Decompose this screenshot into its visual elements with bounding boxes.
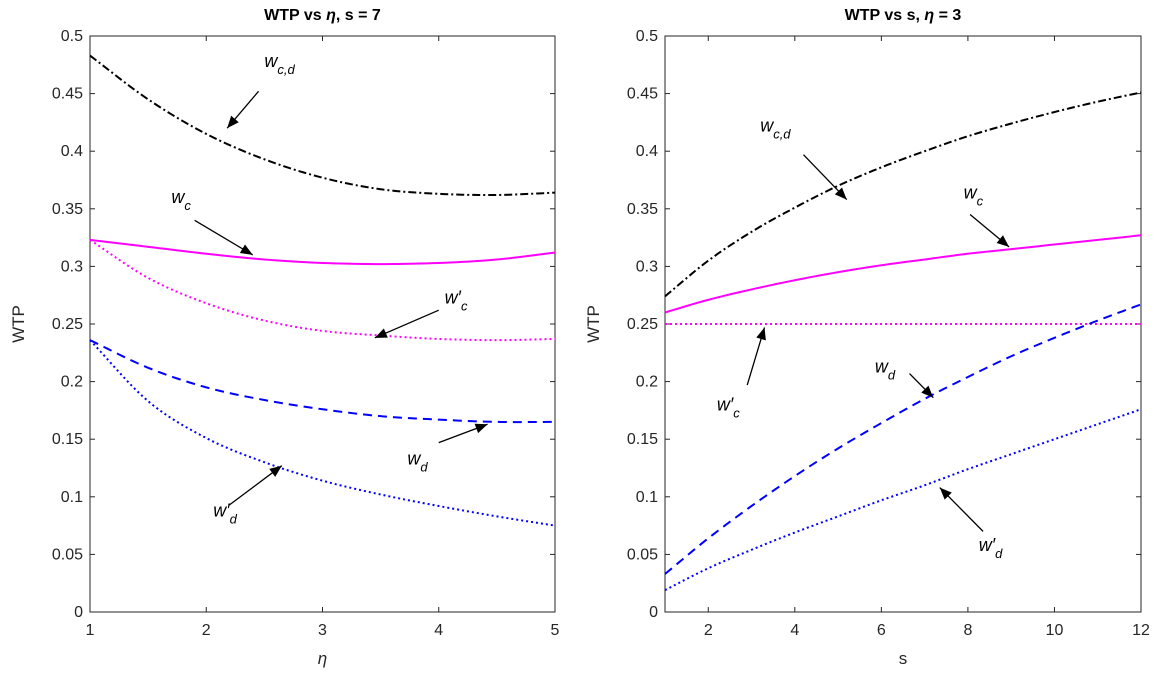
y-tick-label: 0.4 — [61, 143, 83, 160]
x-tick-label: 2 — [202, 622, 211, 639]
y-tick-label: 0.45 — [52, 86, 83, 103]
series-w-c-line — [664, 234, 1142, 314]
x-tick-label: 3 — [318, 622, 327, 639]
y-tick-label: 0.5 — [61, 28, 83, 45]
annotation-label: w′c — [445, 287, 468, 313]
series-w-prime-d-line — [89, 339, 556, 527]
chart-panel-2: 0 0.05 0.1 0.15 0.2 0.25 0.3 0.35 0.4 0.45 0.5 2 4 6 8… — [584, 7, 1150, 668]
annotation-label: wc — [171, 187, 191, 213]
annotation-label: wd — [407, 449, 428, 475]
x-tick-label: 10 — [1046, 622, 1064, 639]
y-tick-label: 0.25 — [627, 316, 658, 333]
plot-area — [89, 35, 556, 613]
annotation-arrow-head — [227, 115, 239, 129]
y-tick-label: 0.1 — [61, 489, 83, 506]
y-tick-label: 0 — [649, 604, 658, 621]
annotation-arrow-head — [834, 187, 847, 200]
y-tick-label: 0.3 — [61, 258, 83, 275]
annotation-w-prime-d: w′d — [939, 487, 1003, 561]
y-tick-label: 0.35 — [52, 201, 83, 218]
chart-title: WTP vs s, η = 3 — [845, 7, 962, 24]
y-tick-label: 0.2 — [636, 374, 658, 391]
series-w-prime-d-line — [664, 408, 1142, 592]
y-tick-label: 0.4 — [636, 143, 658, 160]
annotation-arrow-head — [269, 465, 282, 477]
series-w-d-line — [664, 303, 1142, 575]
y-tick-label: 0.1 — [636, 489, 658, 506]
y-axis-label: WTP — [9, 305, 28, 343]
annotation-arrow-head — [939, 487, 952, 500]
y-tick-label: 0.05 — [52, 546, 83, 563]
y-tick-label: 0.25 — [52, 316, 83, 333]
series-w-cd-line — [89, 54, 556, 197]
annotation-w-prime-c: w′c — [374, 287, 468, 339]
y-tick-label: 0.15 — [627, 431, 658, 448]
annotation-label: w′d — [213, 500, 237, 526]
annotation-label: wc — [964, 182, 984, 208]
annotation-arrow-head — [756, 327, 766, 341]
y-tick-label: 0.35 — [627, 201, 658, 218]
y-tick-label: 0.45 — [627, 86, 658, 103]
annotation-w-c: wc — [171, 187, 254, 256]
x-tick-label: 6 — [877, 622, 886, 639]
y-axis-label: WTP — [584, 305, 603, 343]
annotation-arrow-head — [374, 328, 388, 338]
series-w-c-line — [89, 238, 556, 266]
series-w-d-line — [89, 339, 556, 424]
x-tick-label: 4 — [790, 622, 799, 639]
x-axis-label: η — [318, 649, 327, 668]
annotation-label: w′d — [979, 535, 1003, 561]
y-tick-label: 0.15 — [52, 431, 83, 448]
y-tick-label: 0.5 — [636, 28, 658, 45]
x-tick-label: 1 — [86, 622, 95, 639]
y-tick-label: 0.05 — [627, 546, 658, 563]
annotation-label: wc,d — [760, 116, 791, 142]
annotation-label: wd — [875, 356, 896, 382]
annotation-w-prime-c: w′c — [717, 327, 766, 420]
chart-title: WTP vs η, s = 7 — [264, 7, 381, 24]
chart-panel-1: 0 0.05 0.1 0.15 0.2 0.25 0.3 0.35 0.4 0.45 0.5 1 2 3 4… — [9, 7, 560, 668]
x-tick-label: 12 — [1132, 622, 1150, 639]
annotation-label: wc,d — [264, 51, 295, 77]
x-tick-label: 8 — [963, 622, 972, 639]
x-tick-label: 4 — [434, 622, 443, 639]
y-tick-label: 0.3 — [636, 258, 658, 275]
annotation-w-d: wd — [407, 423, 488, 475]
x-axis-label: s — [899, 649, 908, 668]
series-w-cd-line — [664, 91, 1142, 298]
annotation-arrow-head — [996, 235, 1010, 247]
annotation-arrow-head — [239, 244, 253, 255]
y-tick-label: 0.2 — [61, 374, 83, 391]
annotation-label: w′c — [717, 394, 740, 420]
annotation-arrow-head — [921, 385, 934, 398]
annotation-w-prime-d: w′d — [213, 465, 283, 526]
x-tick-label: 2 — [704, 622, 713, 639]
annotation-w-d: wd — [875, 356, 934, 399]
annotation-w-cd: wc,d — [760, 116, 848, 201]
annotation-w-cd: wc,d — [226, 51, 295, 129]
series-w-prime-c-line — [89, 239, 556, 342]
annotation-arrow-head — [474, 423, 488, 434]
y-tick-label: 0 — [74, 604, 83, 621]
x-tick-label: 5 — [551, 622, 560, 639]
annotation-w-c: wc — [964, 182, 1010, 248]
